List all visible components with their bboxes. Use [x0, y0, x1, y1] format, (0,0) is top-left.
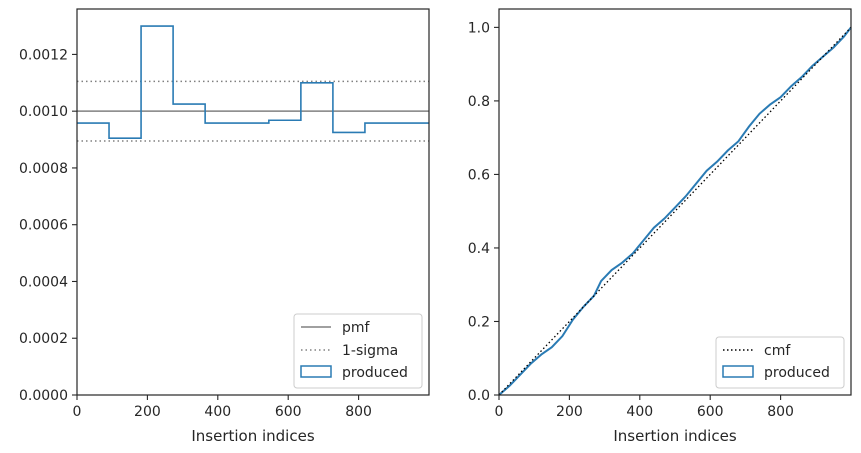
legend-produced-swatch: [300, 365, 332, 378]
cmf-line: [498, 26, 852, 396]
left-x-tick-label: 800: [345, 404, 372, 420]
legend-produced-label-right: produced: [764, 365, 830, 381]
left-x-ticks: 0 200 400 600 800: [73, 395, 372, 420]
right-y-tick-label: 1.0: [468, 20, 490, 36]
right-x-tick-label: 600: [697, 404, 724, 420]
left-y-tick-label: 0.0006: [19, 218, 68, 234]
right-x-tick-label: 0: [495, 404, 504, 420]
left-plot-area: [77, 25, 429, 142]
right-plot-area: [498, 26, 852, 396]
left-axes-frame: [76, 8, 430, 396]
right-x-axis-label: Insertion indices: [613, 427, 736, 445]
right-x-tick-label: 200: [556, 404, 583, 420]
left-y-tick-label: 0.0004: [19, 274, 68, 290]
right-y-tick-label: 0.4: [468, 241, 490, 257]
left-x-tick-label: 200: [134, 404, 161, 420]
left-y-tick-label: 0.0010: [19, 104, 68, 120]
legend-produced-swatch-right: [722, 365, 754, 378]
left-x-tick-label: 400: [204, 404, 231, 420]
right-legend: cmf produced: [715, 336, 845, 389]
right-y-tick-label: 0.0: [468, 388, 490, 404]
right-chart: 0 200 400 600 800 0.0 0.2 0.4 0.6 0.8 1.0 Inserti…: [468, 8, 852, 445]
legend-produced-label: produced: [342, 365, 408, 381]
right-x-tick-label: 800: [767, 404, 794, 420]
left-x-axis-label: Insertion indices: [191, 427, 314, 445]
right-y-tick-label: 0.2: [468, 314, 490, 330]
legend-cmf-label: cmf: [764, 343, 791, 359]
left-x-tick-label: 600: [275, 404, 302, 420]
right-axes-frame: [498, 8, 852, 396]
produced-cmf-line: [498, 26, 852, 396]
left-legend: pmf 1-sigma produced: [293, 313, 423, 389]
left-y-tick-label: 0.0012: [19, 47, 68, 63]
right-y-tick-label: 0.8: [468, 94, 490, 110]
right-x-ticks: 0 200 400 600 800: [495, 395, 794, 420]
legend-sigma-label: 1-sigma: [342, 343, 398, 359]
left-y-ticks: 0.0000 0.0002 0.0004 0.0006 0.0008 0.0010 0.00…: [19, 47, 77, 404]
left-y-tick-label: 0.0002: [19, 331, 68, 347]
left-chart: 0 200 400 600 800 0.00000.00020.00040.00060.…: [19, 8, 430, 445]
legend-pmf-label: pmf: [342, 320, 371, 336]
right-y-tick-label: 0.6: [468, 167, 490, 183]
right-x-tick-label: 400: [626, 404, 653, 420]
left-y-tick-label: 0.0000: [19, 388, 68, 404]
left-x-tick-label: 0: [73, 404, 82, 420]
left-y-tick-label: 0.0008: [19, 161, 68, 177]
produced-step: [77, 25, 429, 139]
left-legend-box: [293, 313, 423, 389]
right-y-ticks: 0.0 0.2 0.4 0.6 0.8 1.0: [468, 20, 499, 404]
